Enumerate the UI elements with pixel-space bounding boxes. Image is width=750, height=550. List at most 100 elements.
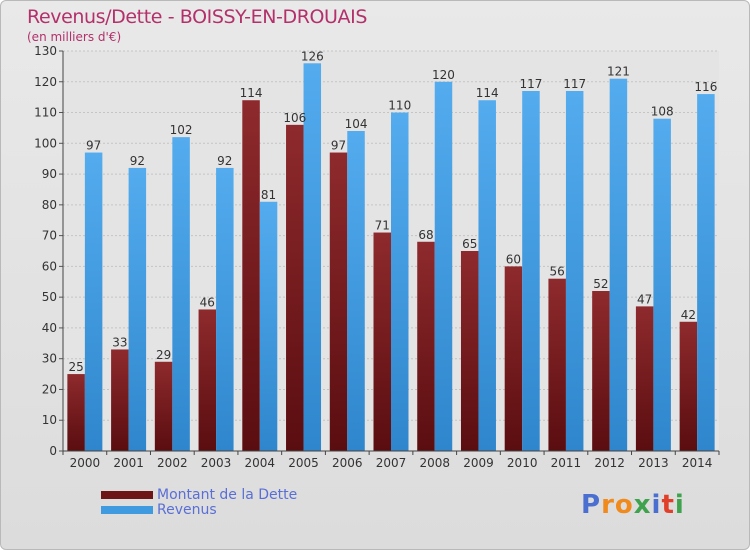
- data-label-revenus: 126: [301, 49, 324, 63]
- bar-revenus: [566, 91, 584, 451]
- x-tick-label: 2008: [419, 456, 450, 470]
- legend-swatch-revenus: [101, 506, 153, 514]
- bar-revenus: [610, 79, 628, 451]
- bar-dette: [592, 291, 610, 451]
- bar-dette: [330, 153, 348, 451]
- bar-revenus: [347, 131, 365, 451]
- y-tick-label: 0: [49, 444, 57, 458]
- bar-revenus: [391, 113, 409, 451]
- legend: Montant de la Dette Revenus: [101, 487, 297, 517]
- x-tick-label: 2005: [288, 456, 319, 470]
- data-label-dette: 65: [462, 237, 477, 251]
- y-tick-label: 80: [42, 198, 57, 212]
- proxiti-logo: Proxiti: [581, 490, 685, 520]
- x-tick-label: 2004: [245, 456, 276, 470]
- bar-dette: [242, 100, 259, 451]
- x-tick-label: 2013: [638, 456, 669, 470]
- bar-revenus: [697, 94, 715, 451]
- data-label-revenus: 104: [345, 117, 368, 131]
- bar-revenus: [85, 153, 103, 451]
- legend-label-dette: Montant de la Dette: [157, 487, 297, 503]
- x-tick-label: 2000: [70, 456, 101, 470]
- logo-letter: i: [652, 490, 662, 520]
- x-tick-label: 2003: [201, 456, 232, 470]
- bar-revenus: [478, 100, 496, 451]
- bar-dette: [505, 266, 523, 451]
- data-label-dette: 42: [681, 308, 696, 322]
- y-tick-label: 130: [34, 44, 57, 58]
- logo-letter: t: [661, 490, 674, 520]
- data-label-dette: 71: [375, 219, 390, 233]
- bar-revenus: [129, 168, 147, 451]
- x-tick-label: 2010: [507, 456, 538, 470]
- x-tick-label: 2006: [332, 456, 363, 470]
- x-tick-label: 2012: [594, 456, 625, 470]
- data-label-dette: 68: [418, 228, 433, 242]
- data-label-revenus: 120: [432, 68, 455, 82]
- legend-item-revenus: Revenus: [101, 502, 297, 517]
- data-label-revenus: 110: [388, 99, 411, 113]
- y-tick-label: 90: [42, 167, 57, 181]
- legend-swatch-dette: [101, 491, 153, 499]
- legend-item-dette: Montant de la Dette: [101, 487, 297, 502]
- x-tick-label: 2011: [551, 456, 582, 470]
- data-label-revenus: 92: [217, 154, 232, 168]
- bar-dette: [636, 306, 654, 451]
- bar-dette: [417, 242, 435, 451]
- y-tick-label: 20: [42, 382, 57, 396]
- x-tick-label: 2014: [682, 456, 713, 470]
- bar-dette: [111, 349, 129, 451]
- y-tick-label: 70: [42, 229, 57, 243]
- bar-revenus: [653, 119, 671, 451]
- x-tick-label: 2007: [376, 456, 407, 470]
- data-label-revenus: 121: [607, 65, 630, 79]
- data-label-dette: 46: [200, 295, 215, 309]
- bar-dette: [199, 309, 217, 451]
- data-label-dette: 33: [112, 335, 127, 349]
- logo-letter: x: [634, 490, 652, 520]
- y-tick-label: 110: [34, 106, 57, 120]
- y-tick-label: 100: [34, 136, 57, 150]
- y-tick-label: 50: [42, 290, 57, 304]
- bar-dette: [680, 322, 698, 451]
- x-tick-label: 2001: [113, 456, 144, 470]
- bar-dette: [548, 279, 566, 451]
- data-label-revenus: 92: [130, 154, 145, 168]
- x-tick-label: 2009: [463, 456, 494, 470]
- data-label-dette: 97: [331, 139, 346, 153]
- data-label-dette: 29: [156, 348, 171, 362]
- bar-dette: [155, 362, 173, 451]
- data-label-revenus: 108: [651, 105, 674, 119]
- y-tick-label: 40: [42, 321, 57, 335]
- bar-revenus: [522, 91, 540, 451]
- bar-dette: [374, 233, 392, 451]
- data-label-dette: 52: [593, 277, 608, 291]
- y-tick-label: 120: [34, 75, 57, 89]
- logo-letter: o: [615, 490, 634, 520]
- bar-dette: [461, 251, 479, 451]
- data-label-revenus: 114: [476, 86, 499, 100]
- data-label-dette: 60: [506, 252, 521, 266]
- data-label-revenus: 102: [170, 123, 193, 137]
- data-label-dette: 106: [283, 111, 306, 125]
- y-tick-label: 10: [42, 413, 57, 427]
- bar-revenus: [435, 82, 453, 451]
- data-label-revenus: 97: [86, 139, 101, 153]
- data-label-dette: 56: [550, 265, 565, 279]
- data-label-dette: 25: [68, 360, 83, 374]
- bar-dette: [286, 125, 304, 451]
- data-label-revenus: 116: [694, 80, 717, 94]
- data-label-revenus: 117: [519, 77, 542, 91]
- bar-revenus: [172, 137, 190, 451]
- y-tick-label: 30: [42, 352, 57, 366]
- bar-revenus: [216, 168, 234, 451]
- logo-letter: P: [581, 490, 601, 520]
- legend-label-revenus: Revenus: [157, 502, 217, 518]
- data-label-dette: 114: [240, 86, 263, 100]
- bar-dette: [67, 374, 85, 451]
- logo-letter: r: [601, 490, 615, 520]
- data-label-revenus: 117: [563, 77, 586, 91]
- x-tick-label: 2002: [157, 456, 188, 470]
- logo-letter: i: [675, 490, 685, 520]
